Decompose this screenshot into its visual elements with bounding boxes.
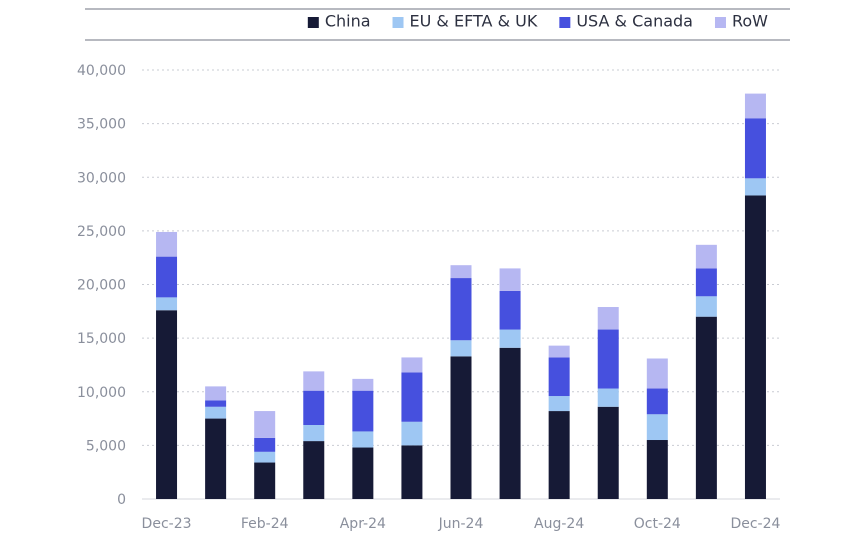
bar-stack (254, 411, 276, 499)
bar-segment (744, 93, 766, 119)
bar-segment (303, 425, 325, 442)
bar-segment (597, 307, 619, 330)
bar-stack (450, 265, 472, 499)
bar-segment (401, 421, 423, 446)
bar-segment (401, 372, 423, 422)
bar-segment (646, 440, 668, 499)
bar-segment (303, 390, 325, 425)
bar-segment (499, 268, 521, 291)
y-tick-label: 0 (117, 492, 126, 508)
bar-segment (303, 371, 325, 391)
bar-stack (499, 268, 521, 499)
y-tick-label: 40,000 (77, 63, 126, 79)
bar-segment (548, 411, 570, 499)
bar-segment (597, 406, 619, 499)
bar-segment (548, 357, 570, 397)
bar-segment (744, 195, 766, 500)
bar-segment (156, 310, 178, 499)
bar-segment (352, 431, 374, 448)
bar-segment (303, 441, 325, 499)
bar-segment (401, 357, 423, 373)
legend-swatch (307, 17, 319, 28)
bar-segment (352, 447, 374, 499)
bar-segment (695, 268, 717, 297)
legend-label: China (325, 12, 371, 31)
x-tick-label: Jun-24 (438, 516, 484, 532)
y-tick-label: 10,000 (77, 385, 126, 401)
bar-segment (254, 411, 276, 438)
bar-segment (156, 297, 178, 311)
legend: China EU & EFTA & UK USA & Canada RoW (307, 12, 768, 31)
bar-segment (450, 265, 472, 279)
bar-stack (597, 307, 619, 499)
bar-segment (254, 437, 276, 452)
bar-stack (205, 386, 227, 499)
legend-item: China (307, 12, 371, 31)
bar-segment (548, 396, 570, 412)
bars (156, 93, 766, 500)
bar-stack (695, 244, 717, 499)
bar-stack (352, 378, 374, 499)
bar-segment (695, 316, 717, 499)
gridlines (142, 69, 780, 500)
bar-stack (646, 358, 668, 499)
bar-segment (744, 178, 766, 196)
legend-item: RoW (714, 12, 768, 31)
x-tick-label: Dec-23 (142, 516, 192, 532)
bar-segment (450, 356, 472, 499)
legend-item: EU & EFTA & UK (392, 12, 538, 31)
bar-segment (205, 386, 227, 401)
legend-label: EU & EFTA & UK (410, 12, 538, 31)
bar-segment (401, 445, 423, 500)
bar-segment (352, 378, 374, 391)
bar-segment (205, 406, 227, 419)
bar-segment (450, 278, 472, 341)
bar-segment (597, 329, 619, 389)
bar-segment (352, 390, 374, 432)
legend-swatch (559, 17, 571, 28)
bar-segment (205, 418, 227, 499)
bar-segment (156, 256, 178, 298)
bar-segment (450, 340, 472, 357)
bar-segment (205, 400, 227, 407)
legend-label: RoW (732, 12, 768, 31)
y-tick-label: 25,000 (77, 224, 126, 240)
bar-stack (401, 357, 423, 500)
bar-segment (646, 358, 668, 389)
bar-segment (646, 414, 668, 441)
bar-segment (499, 347, 521, 499)
legend-item: USA & Canada (559, 12, 693, 31)
legend-label: USA & Canada (576, 12, 693, 31)
bar-segment (254, 451, 276, 463)
y-tick-label: 5,000 (86, 438, 126, 454)
bar-segment (744, 118, 766, 179)
bar-segment (695, 244, 717, 269)
x-tick-label: Feb-24 (241, 516, 289, 532)
bar-stack (156, 231, 178, 499)
bar-segment (254, 462, 276, 499)
y-tick-label: 30,000 (77, 170, 126, 186)
x-tick-label: Oct-24 (634, 516, 681, 532)
y-tick-label: 20,000 (77, 278, 126, 294)
y-tick-label: 15,000 (77, 331, 126, 347)
x-tick-label: Apr-24 (340, 516, 386, 532)
bar-segment (499, 290, 521, 330)
bar-stack (744, 93, 766, 500)
legend-swatch (714, 17, 726, 28)
bar-segment (695, 296, 717, 317)
y-tick-label: 35,000 (77, 117, 126, 133)
bar-segment (646, 388, 668, 415)
legend-swatch (392, 17, 404, 28)
bar-segment (597, 388, 619, 407)
y-axis: 0 5,000 10,000 15,000 20,000 25,000 30,000 35,0… (77, 63, 126, 508)
x-axis: Dec-23 Feb-24 Apr-24 Jun-24 Aug-24 Oct-24 Dec-… (142, 516, 781, 532)
bar-stack (303, 371, 325, 499)
x-tick-label: Dec-24 (730, 516, 780, 532)
bar-segment (156, 231, 178, 257)
bar-stack (548, 345, 570, 499)
bar-segment (499, 329, 521, 348)
x-tick-label: Aug-24 (534, 516, 584, 532)
bar-segment (548, 345, 570, 358)
